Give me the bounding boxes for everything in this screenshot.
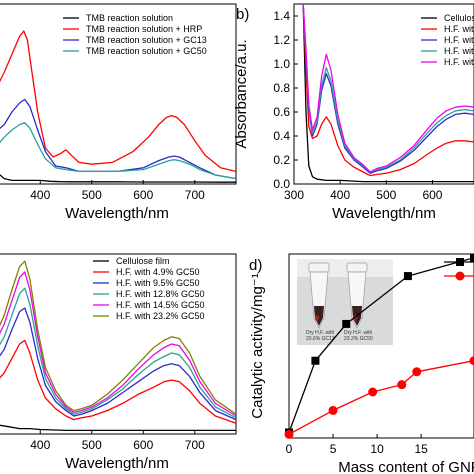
x-tick-label: 500 [82, 438, 102, 452]
y-tick-label: 0.6 [273, 105, 290, 119]
legend-label: H.F. with [444, 24, 474, 34]
legend-label: H.F. with 9.5% GC50 [116, 278, 200, 288]
legend-label: H.F. with 12.8% GC50 [116, 289, 205, 299]
plot-frame [0, 3, 237, 185]
x-axis-title: Wavelength/nm [65, 455, 169, 472]
legend-label: TMB reaction solution + HRP [86, 24, 202, 34]
y-tick-label: 0.8 [273, 81, 290, 95]
plot-frame [293, 3, 474, 185]
legend-label: H.F. with 4.9% GC50 [116, 267, 200, 277]
y-tick-label: 0.2 [273, 153, 290, 167]
x-tick-label: 15 [414, 442, 428, 456]
legend-label: Cellulose film [116, 256, 170, 266]
data-point [284, 429, 294, 439]
x-tick-label: 700 [185, 188, 205, 202]
legend-label: H.F. with [444, 57, 474, 67]
series-line-4 [0, 287, 236, 419]
x-tick-label: 500 [82, 188, 102, 202]
x-tick-label: 400 [30, 438, 50, 452]
inset-caption: 23.2% GC50 [344, 336, 373, 342]
series-line-4 [302, 4, 474, 173]
legend-marker [456, 258, 464, 266]
inset-caption: 20.6% GC13 [306, 336, 335, 342]
legend-label: TMB reaction solution + GC50 [86, 46, 207, 56]
y-tick-label: 0.0 [273, 177, 290, 191]
inset-caption: Dry H.F. with [344, 330, 373, 336]
series-line-6 [0, 260, 236, 415]
x-axis-title: Mass content of GNP [338, 459, 474, 474]
series-line-4 [0, 122, 236, 180]
data-point [342, 319, 351, 328]
x-tick-label: 600 [422, 188, 442, 202]
legend-label: H.F. with [444, 46, 474, 56]
x-tick-label: 500 [376, 188, 396, 202]
series-line-1 [0, 174, 236, 183]
data-point [328, 405, 338, 415]
x-axis-title: Wavelength/nm [332, 205, 436, 222]
data-point [412, 367, 422, 377]
y-axis-title: Catalytic activity/mg⁻¹ [249, 273, 266, 418]
legend-label: H.F. with [444, 35, 474, 45]
data-point [397, 380, 407, 390]
legend-label: H.F. with 23.2% GC50 [116, 311, 205, 321]
legend-marker [455, 271, 465, 281]
series-line-5 [302, 4, 474, 173]
series-line-3 [302, 4, 474, 174]
y-axis-title: Absorbance/a.u. [233, 39, 250, 148]
y-tick-label: 1.4 [273, 9, 290, 23]
series-line-2 [289, 360, 474, 435]
data-point [311, 356, 320, 365]
data-point [470, 253, 474, 262]
legend-label: TMB reaction solution + GC13 [86, 35, 207, 45]
plot-frame [0, 253, 237, 435]
x-tick-label: 700 [185, 438, 205, 452]
legend-label: H.F. with 14.5% GC50 [116, 300, 205, 310]
series-line-3 [0, 307, 236, 421]
x-tick-label: 600 [133, 438, 153, 452]
legend-label: TMB reaction solution [86, 13, 173, 23]
panel-b: 300 400 500 600 0.0 0.2 0.4 0.6 0.8 1.0 1.2 1.4 Wave… [233, 3, 474, 222]
y-tick-label: 1.0 [273, 57, 290, 71]
y-tick-label: 0.4 [273, 129, 290, 143]
x-axis-title: Wavelength/nm [65, 205, 169, 222]
series-line-5 [0, 271, 236, 417]
y-tick-label: 1.2 [273, 33, 290, 47]
legend-label: Cellulos [444, 13, 474, 23]
x-tick-label: 10 [370, 442, 384, 456]
x-tick-label: 5 [330, 442, 337, 456]
data-point [469, 356, 474, 366]
series-line-2 [302, 4, 474, 177]
panel-letter-d: d) [249, 257, 262, 274]
series-line-2 [0, 339, 236, 424]
series-line-1 [0, 424, 236, 432]
x-tick-label: 0 [286, 442, 293, 456]
series-line-1 [302, 4, 474, 183]
data-point [368, 387, 378, 397]
x-tick-label: 300 [284, 188, 304, 202]
panel-a: 400 500 600 700 Wavelength/nm TMB reaction so… [0, 3, 237, 222]
data-point [403, 272, 412, 281]
x-tick-label: 400 [30, 188, 50, 202]
series-line-2 [0, 30, 236, 173]
plot-frame [288, 253, 474, 439]
x-tick-label: 600 [133, 188, 153, 202]
panel-letter-b: b) [236, 6, 249, 23]
vial-left [308, 262, 330, 329]
inset-caption: Dry H.F. with [306, 330, 335, 336]
x-tick-label: 400 [330, 188, 350, 202]
